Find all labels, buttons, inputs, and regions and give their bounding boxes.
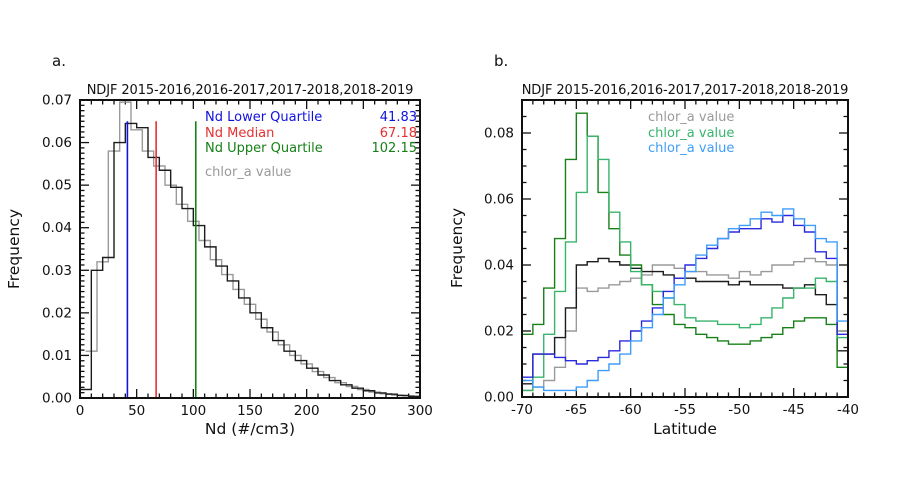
axis-box (79, 99, 421, 399)
panel-b-letter: b. (494, 52, 509, 70)
legend-value: 102.15 (371, 141, 418, 156)
series-chlor_a-value-blue (522, 208, 848, 392)
svg-text:0.02: 0.02 (42, 305, 72, 321)
series-chlor_a-value-gray (522, 257, 848, 392)
series-dark-blue (522, 214, 848, 378)
svg-text:0.05: 0.05 (42, 178, 72, 194)
panel-b-xlabel: Latitude (653, 420, 717, 438)
panel-a-ylabel: Frequency (5, 208, 23, 290)
legend-item: Nd Lower Quartile 41.83 (205, 110, 417, 126)
panel-a-xlabel: Nd (#/cm3) (204, 420, 296, 438)
svg-text:0.07: 0.07 (42, 93, 72, 109)
svg-text:-65: -65 (565, 402, 587, 418)
svg-text:0.08: 0.08 (484, 126, 514, 142)
legend-label: chlor_a value (648, 110, 735, 125)
legend-label: Nd Median (205, 125, 275, 141)
svg-text:200: 200 (294, 403, 320, 419)
svg-text:-60: -60 (620, 402, 642, 418)
svg-text:250: 250 (350, 403, 376, 419)
svg-text:-40: -40 (837, 402, 859, 418)
tick-labels: -70 -65 -60 -55 -50 -45 -40 0.00 0.02 0.04 0.06 0.0… (484, 126, 859, 419)
svg-text:0.00: 0.00 (42, 391, 72, 407)
svg-text:-55: -55 (674, 402, 696, 418)
legend-label: chlor_a value (648, 125, 735, 141)
panel-b-chart: -70 -65 -60 -55 -50 -45 -40 0.00 0.02 0.04 0.06 0.0… (484, 99, 859, 418)
legend-label: chlor_a value (205, 164, 292, 180)
svg-text:0.01: 0.01 (42, 348, 72, 364)
legend-item: Nd Median 67.18 (205, 126, 417, 142)
tick-labels: 0 50 100 150 200 250 300 0.00 0.01 0.02 0.03 0.04 0.… (42, 93, 433, 420)
series-dark-green (522, 112, 848, 368)
svg-text:0.02: 0.02 (484, 324, 514, 340)
svg-text:0.06: 0.06 (484, 192, 514, 208)
panel-a-letter: a. (52, 52, 66, 70)
svg-text:0.00: 0.00 (484, 390, 514, 406)
legend-item: chlor_a value (648, 141, 798, 157)
series-nd-frequency (80, 122, 420, 397)
svg-text:0.03: 0.03 (42, 263, 72, 279)
series-lines (80, 101, 420, 397)
svg-text:0.06: 0.06 (42, 135, 72, 151)
legend-label: Nd Upper Quartile (205, 141, 323, 156)
series-lines (522, 112, 848, 392)
panel-b-title: NDJF 2015-2016,2016-2017,2017-2018,2018-… (521, 83, 849, 98)
legend-value: 67.18 (379, 125, 417, 141)
legend-label: chlor_a value (648, 141, 735, 156)
svg-text:100: 100 (180, 403, 206, 419)
legend-item: chlor_a value (205, 165, 417, 181)
axis-box (521, 99, 849, 398)
svg-text:0: 0 (76, 403, 85, 419)
legend-value: 41.83 (379, 110, 417, 125)
panel-a-legend: Nd Lower Quartile 41.83 Nd Median 67.18 Nd U… (205, 110, 417, 180)
panel-b-legend: chlor_a value chlor_a value chlor_a value (648, 110, 798, 157)
svg-text:300: 300 (407, 403, 433, 419)
svg-text:0.04: 0.04 (484, 258, 514, 274)
legend-item: chlor_a value (648, 110, 798, 126)
svg-text:0.04: 0.04 (42, 220, 72, 236)
panel-b-ylabel: Frequency (448, 207, 466, 289)
svg-text:50: 50 (128, 403, 145, 419)
series-chlor_a-value-green (522, 135, 848, 392)
legend-label: Nd Lower Quartile (205, 110, 323, 125)
legend-item: chlor_a value (648, 126, 798, 142)
svg-text:-45: -45 (783, 402, 805, 418)
legend-item: Nd Upper Quartile 102.15 (205, 141, 417, 157)
svg-text:-50: -50 (728, 402, 750, 418)
panel-a-title: NDJF 2015-2016,2016-2017,2017-2018,2018-… (86, 83, 414, 98)
svg-text:150: 150 (237, 403, 263, 419)
svg-text:-70: -70 (511, 402, 533, 418)
panel-a-chart: 0 50 100 150 200 250 300 0.00 0.01 0.02 0.03 0.04 0.… (42, 93, 433, 420)
